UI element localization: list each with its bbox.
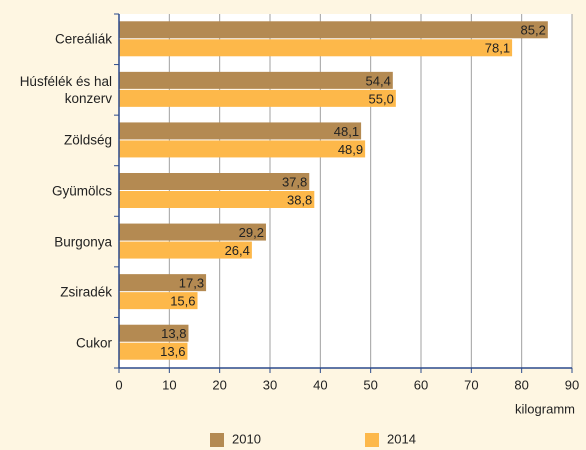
- value-label: 55,0: [369, 91, 394, 106]
- value-label: 37,8: [282, 174, 307, 189]
- value-label: 13,8: [161, 326, 186, 341]
- x-tick-label: 60: [414, 377, 428, 392]
- category-label: Cereáliák: [54, 31, 112, 47]
- value-label: 85,2: [521, 23, 546, 38]
- category-label: Zöldség: [63, 132, 112, 148]
- bar: [119, 241, 252, 259]
- value-label: 78,1: [485, 41, 510, 56]
- bar: [119, 292, 198, 310]
- category-label: Burgonya: [54, 234, 112, 250]
- bar: [119, 89, 396, 107]
- value-label: 38,8: [287, 192, 312, 207]
- value-label: 29,2: [239, 225, 264, 240]
- x-tick-label: 30: [263, 377, 277, 392]
- value-label: 48,9: [338, 142, 363, 157]
- legend-label: 2014: [387, 431, 416, 446]
- category-label: Cukor: [75, 335, 112, 351]
- x-tick-label: 50: [363, 377, 377, 392]
- bar: [119, 39, 513, 57]
- legend-swatch: [365, 433, 379, 447]
- category-label: Húsfélék és hal konzerv: [19, 73, 112, 106]
- bar: [119, 324, 189, 342]
- x-tick-label: 10: [162, 377, 176, 392]
- value-label: 17,3: [179, 276, 204, 291]
- x-axis-label: kilogramm: [515, 401, 575, 416]
- x-tick-label: 40: [313, 377, 327, 392]
- value-label: 26,4: [225, 243, 250, 258]
- bar: [119, 173, 310, 190]
- legend-label: 2010: [232, 431, 261, 446]
- category-label: Zsiradék: [60, 284, 112, 300]
- value-label: 48,1: [334, 124, 359, 139]
- bar: [119, 140, 366, 158]
- legend-swatch: [210, 433, 224, 447]
- x-tick-label: 20: [212, 377, 226, 392]
- bar: [119, 274, 207, 292]
- x-tick-label: 0: [115, 377, 122, 392]
- x-tick-label: 80: [514, 377, 528, 392]
- category-label: Gyümölcs: [51, 183, 112, 199]
- x-tick-label: 90: [565, 377, 579, 392]
- value-label: 15,6: [170, 294, 195, 309]
- bar: [119, 191, 315, 208]
- bar: [119, 342, 188, 360]
- x-tick-label: 70: [464, 377, 478, 392]
- value-label: 54,4: [366, 73, 391, 88]
- bar: [119, 223, 266, 241]
- bar: [119, 21, 548, 39]
- bar: [119, 122, 362, 140]
- bar: [119, 71, 393, 89]
- value-label: 13,6: [160, 344, 185, 359]
